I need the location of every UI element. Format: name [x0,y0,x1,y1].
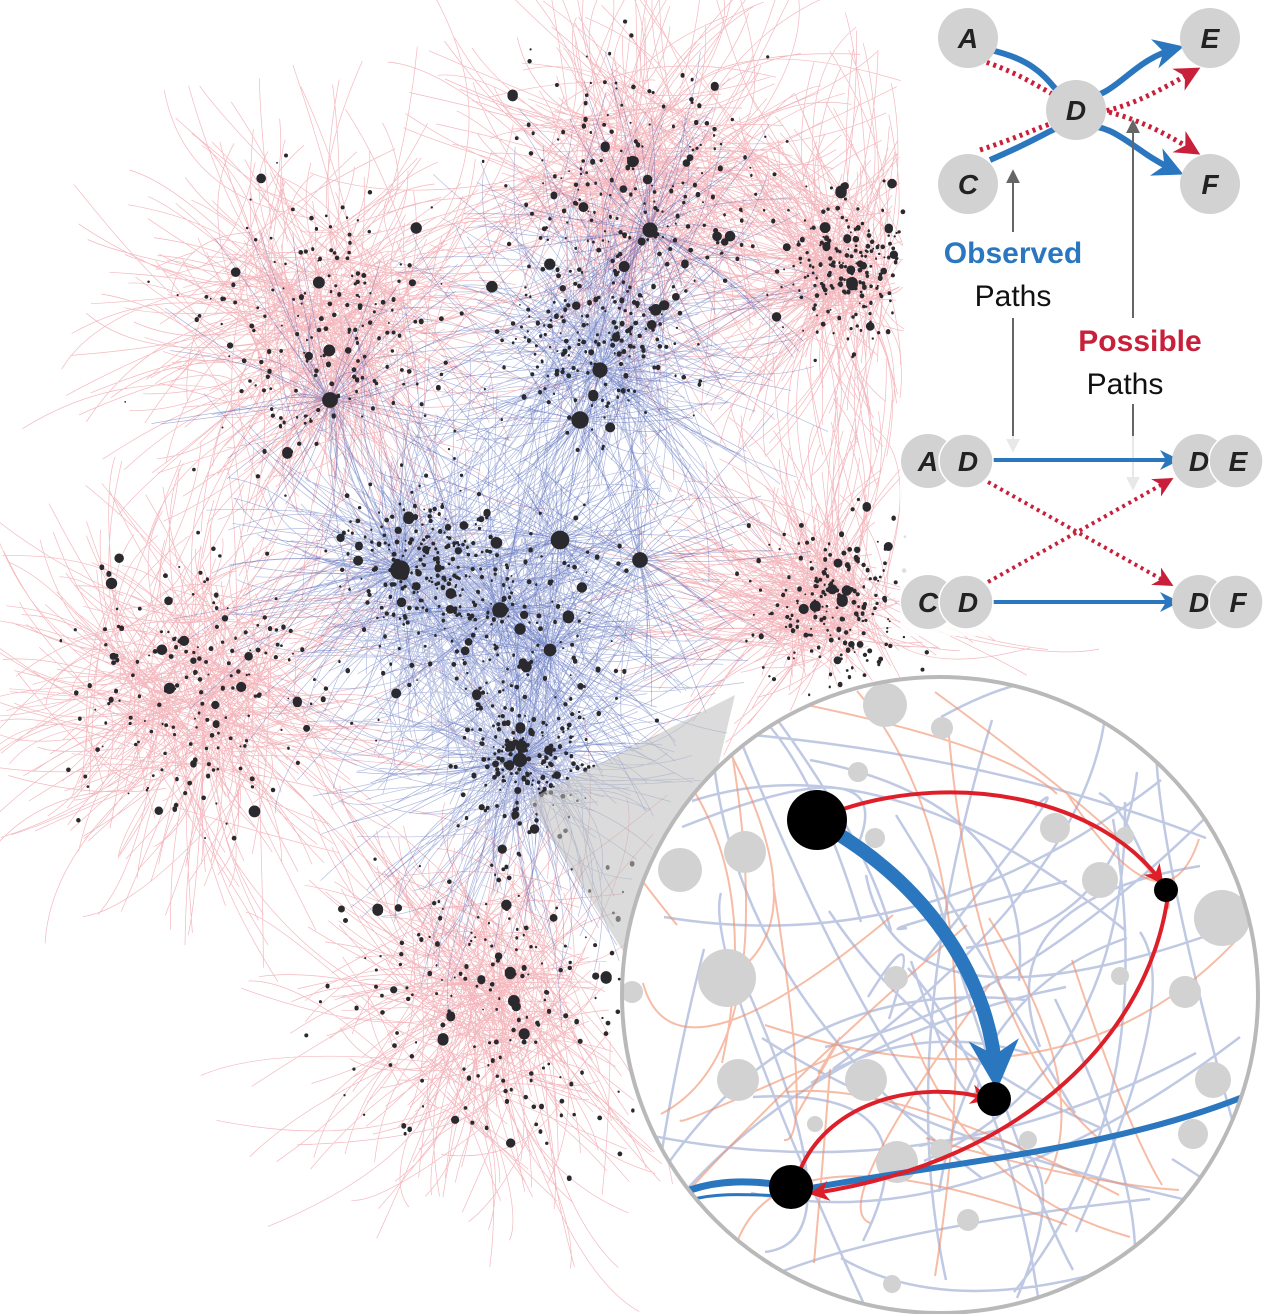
node-c: C [938,154,998,214]
pair-de: D E [1172,433,1264,489]
pair-df: D F [1172,574,1264,630]
lens-gray-node [1019,1131,1037,1149]
pair-df-right: F [1229,587,1247,618]
lens-possible-path-3 [798,1084,991,1171]
pair-df-left: D [1189,587,1209,618]
node-d-label: D [1066,95,1086,126]
lens-key-node-4 [769,1165,813,1209]
lens-gray-node [1169,976,1201,1008]
legend: Observed Paths Possible Paths [925,119,1218,491]
lens-gray-node [957,1209,979,1231]
pair-de-left: D [1189,446,1209,477]
lens-gray-node [884,966,908,990]
lens-gray-node [1082,862,1118,898]
pair-ad: A D [901,433,994,489]
node-a-label: A [957,23,978,54]
pair-ad-left: A [917,446,938,477]
observed-label: Observed [944,237,1082,270]
lens-gray-node [865,828,885,848]
lens-gray-node [1111,967,1129,985]
lens-observed-path-1 [831,826,1019,1091]
lens-gray-node [622,981,643,1003]
lens-gray-node [1178,1119,1208,1149]
lens-key-node-3 [977,1082,1011,1116]
lens-gray-node [658,848,702,892]
lens-gray-node [863,683,907,727]
lens-possible-path-1 [839,790,1164,885]
lens-gray-node [848,762,868,782]
lens-gray-node [883,1275,901,1293]
pair-cd-left: C [918,587,939,618]
lens-gray-node [1195,1062,1231,1098]
magnifier-lens [620,675,1260,1314]
node-f: F [1180,154,1240,214]
pair-cd: C D [901,574,994,630]
node-e-label: E [1201,23,1221,54]
lens-key-node-2 [1154,878,1178,902]
network-graph [0,0,1100,1312]
observed-possible-diagram: A C D E F [938,8,1240,214]
lens-gray-node [724,831,766,873]
node-f-label: F [1201,169,1219,200]
observed-paths-label: Paths [975,280,1052,313]
node-a: A [938,8,998,68]
lens-gray-node [717,1059,759,1101]
pair-ad-right: D [958,446,978,477]
node-c-label: C [958,169,979,200]
lens-gray-node [1194,890,1250,946]
lens-possible-path-2 [809,894,1170,1201]
lens-gray-node [698,949,756,1007]
lens-gray-node [845,1059,887,1101]
lens-key-node-1 [787,790,847,850]
lens-gray-node [807,1116,823,1132]
pair-de-right: E [1229,446,1249,477]
possible-paths-label: Paths [1087,368,1164,401]
lens-observed-path-2 [799,1087,1258,1193]
pair-cd-right: D [958,587,978,618]
lens-gray-node [931,717,953,739]
possible-label: Possible [1078,325,1201,358]
lens-gray-node [1040,813,1070,843]
node-e: E [1180,8,1240,68]
node-d: D [1046,80,1106,140]
pair-diagram: A D C D D E D F [900,433,1267,636]
magnifier-cone [528,695,735,1010]
